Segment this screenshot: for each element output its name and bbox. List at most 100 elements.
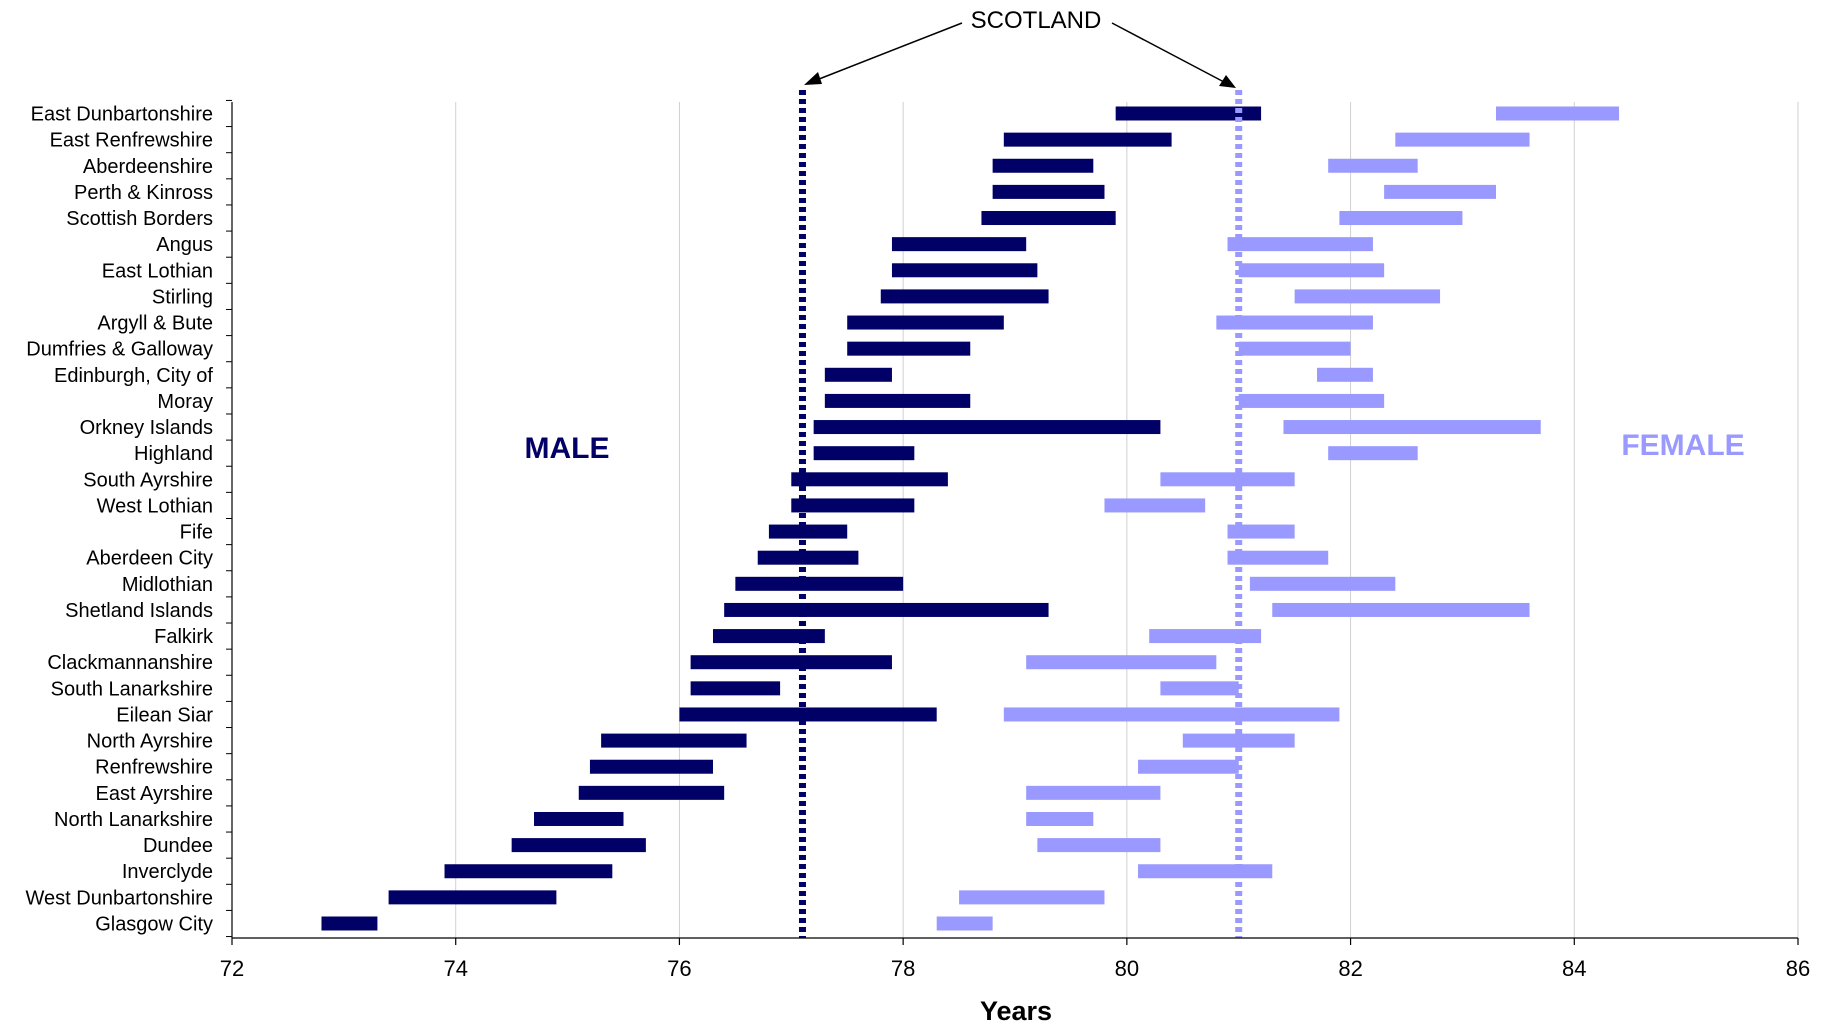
female-range-bar [1238,341,1351,356]
x-tick-label: 82 [1338,956,1362,981]
male-range-bar [768,524,848,539]
category-label: Moray [157,391,213,413]
male-range-bar [321,916,378,931]
female-range-bar [936,916,993,931]
female-range-bar [1227,524,1295,539]
male-range-bar [981,211,1116,226]
category-label: Aberdeenshire [83,156,213,178]
male-range-bar [534,811,624,826]
category-label: Eilean Siar [116,704,213,726]
female-range-bar [1138,759,1239,774]
category-label: Fife [180,522,213,544]
female-range-bar [1149,629,1262,644]
category-label: Renfrewshire [95,757,213,779]
category-label: East Renfrewshire [50,130,213,152]
x-tick-label: 86 [1786,956,1810,981]
category-label: North Lanarkshire [54,809,213,831]
female-range-bar [1272,602,1530,617]
female-range-bar [1160,681,1239,696]
male-range-bar [791,472,948,487]
female-range-bar [1104,498,1206,513]
category-label: South Lanarkshire [51,678,213,700]
male-range-bar [824,393,971,408]
male-range-bar [813,420,1161,435]
male-range-bar [724,602,1049,617]
category-label: East Lothian [102,260,213,282]
x-axis-title: Years [980,996,1052,1026]
category-label: North Ayrshire [87,731,213,753]
category-label: Glasgow City [95,914,213,936]
male-range-bar [880,289,1049,304]
female-range-bar [1026,811,1094,826]
category-label: Scottish Borders [66,208,213,230]
category-label: Falkirk [154,626,214,648]
male-group-label: MALE [525,432,610,465]
arrow-head-female [1219,75,1236,88]
female-range-bar [1003,707,1340,722]
category-label: Edinburgh, City of [54,365,213,387]
category-label: Perth & Kinross [74,182,213,204]
female-range-bar [1238,393,1385,408]
male-range-bar [791,498,915,513]
category-label: Orkney Islands [80,417,213,439]
male-range-bar [847,315,1004,330]
male-range-bar [891,263,1038,278]
category-label: West Dunbartonshire [26,887,214,909]
category-label: Inverclyde [122,861,213,883]
x-tick-label: 78 [891,956,915,981]
male-range-bar [824,367,892,382]
scotland-reference-lines [798,90,1243,938]
category-label: Argyll & Bute [97,313,213,335]
female-range-bar [1283,420,1541,435]
category-label: Stirling [152,286,213,308]
female-range-bar [959,890,1105,905]
arrow-to-female-line [1111,22,1225,83]
male-range-bar [589,759,713,774]
category-label: South Ayrshire [83,469,213,491]
male-range-bar [813,446,915,461]
x-tick-label: 72 [220,956,244,981]
x-axis-ticks [231,938,1799,945]
x-tick-label: 80 [1115,956,1139,981]
male-range-bar [757,550,859,565]
female-range-bar [1249,576,1396,591]
category-label: Aberdeen City [86,548,213,570]
female-range-bar [1227,550,1329,565]
category-label: Highland [134,443,213,465]
female-range-bar [1384,184,1496,199]
male-range-bar [690,655,892,670]
male-range-bar [712,629,825,644]
vertical-gridlines [455,102,1799,938]
category-label: West Lothian [97,495,213,517]
male-range-bars [321,106,1262,931]
male-range-bar [679,707,937,722]
female-range-bar [1026,785,1161,800]
male-range-bar [1115,106,1262,121]
female-range-bar [1495,106,1620,121]
male-range-bar [847,341,971,356]
female-range-bar [1227,237,1373,252]
female-range-bar [1294,289,1441,304]
male-range-bar [992,184,1105,199]
scotland-arrows [804,22,1236,88]
scotland-label: SCOTLAND [971,7,1102,34]
male-range-bar [601,733,747,748]
category-label: Clackmannanshire [47,652,213,674]
female-range-bar [1328,446,1418,461]
female-range-bar [1339,211,1463,226]
male-range-bar [735,576,904,591]
x-tick-labels: 72 74 76 78 80 82 84 86 [220,956,1810,981]
category-label: Shetland Islands [65,600,213,622]
female-range-bar [1317,367,1373,382]
category-label: Angus [156,234,213,256]
male-range-bar [444,864,613,879]
male-range-bar [891,237,1027,252]
category-label: East Ayrshire [96,783,213,805]
male-range-bar [690,681,781,696]
category-label: Midlothian [122,574,213,596]
category-label: Dundee [143,835,213,857]
female-range-bar [1238,263,1385,278]
female-group-label: FEMALE [1621,429,1744,462]
arrow-to-male-line [813,22,963,82]
